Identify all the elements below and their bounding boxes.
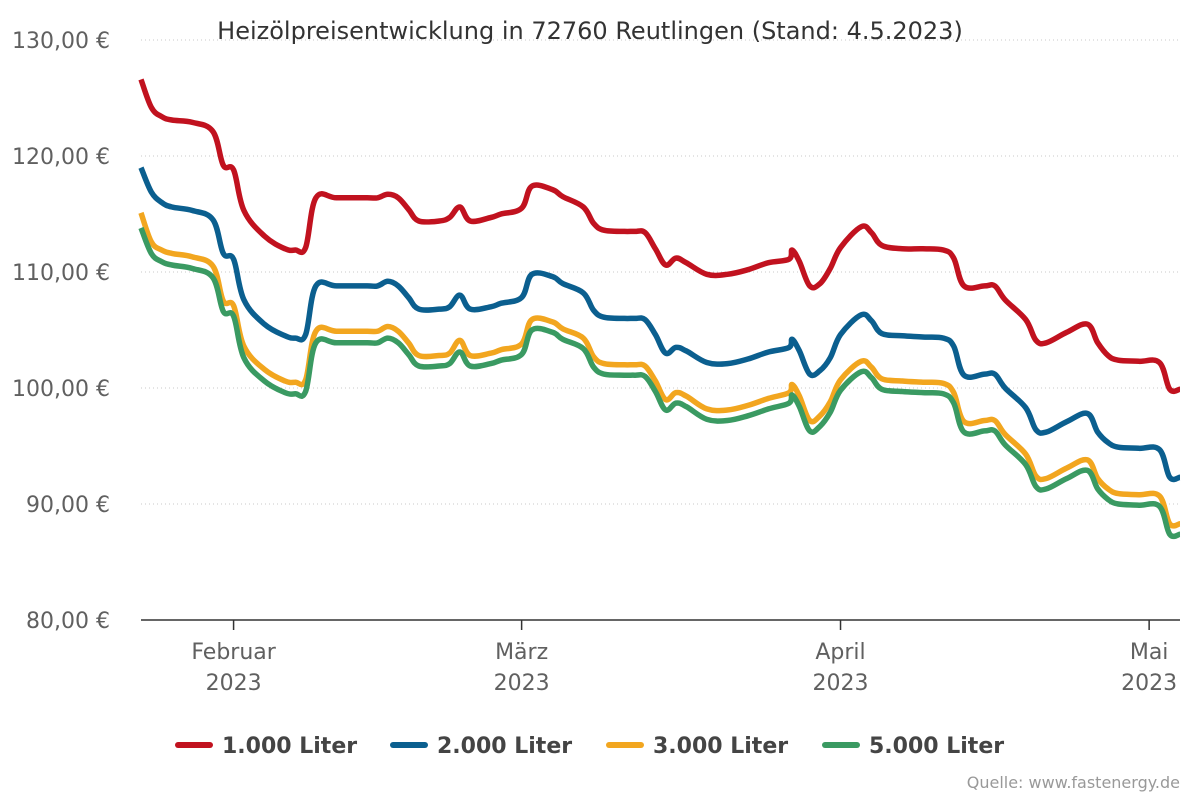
- series-line-2[interactable]: [138, 166, 1181, 483]
- grid: [141, 39, 1180, 505]
- legend-item-4[interactable]: 5.000 Liter: [869, 734, 1004, 759]
- y-tick-label: 130,00 €: [12, 29, 110, 54]
- y-tick-label: 80,00 €: [26, 609, 110, 634]
- x-tick-month: Februar: [191, 640, 276, 665]
- legend-item-3[interactable]: 3.000 Liter: [653, 734, 788, 759]
- x-tick-year: 2023: [494, 671, 550, 696]
- y-tick-label: 110,00 €: [12, 261, 110, 286]
- x-tick-year: 2023: [813, 671, 869, 696]
- x-tick-month: März: [495, 640, 548, 665]
- y-tick-label: 120,00 €: [12, 145, 110, 170]
- x-tick-month: Mai: [1130, 640, 1169, 665]
- series-line-1[interactable]: [138, 78, 1181, 395]
- series-lines: [138, 78, 1181, 540]
- legend: 1.000 Liter 2.000 Liter 3.000 Liter 5.000 L…: [175, 734, 1004, 759]
- y-tick-label: 100,00 €: [12, 377, 110, 402]
- x-tick-year: 2023: [206, 671, 262, 696]
- x-tick-month: April: [815, 640, 865, 665]
- y-tick-label: 90,00 €: [26, 493, 110, 518]
- x-axis: Februar 2023 März 2023 April 2023 Mai 2023: [141, 619, 1180, 696]
- series-line-4[interactable]: [138, 226, 1181, 540]
- legend-item-2[interactable]: 2.000 Liter: [437, 734, 572, 759]
- legend-item-1[interactable]: 1.000 Liter: [222, 734, 357, 759]
- x-tick-year: 2023: [1121, 671, 1177, 696]
- chart-title: Heizölpreisentwicklung in 72760 Reutling…: [217, 17, 963, 45]
- source-credit[interactable]: Quelle: www.fastenergy.de: [967, 773, 1180, 792]
- y-axis: 80,00 € 90,00 € 100,00 € 110,00 € 120,00 € 13…: [12, 29, 110, 634]
